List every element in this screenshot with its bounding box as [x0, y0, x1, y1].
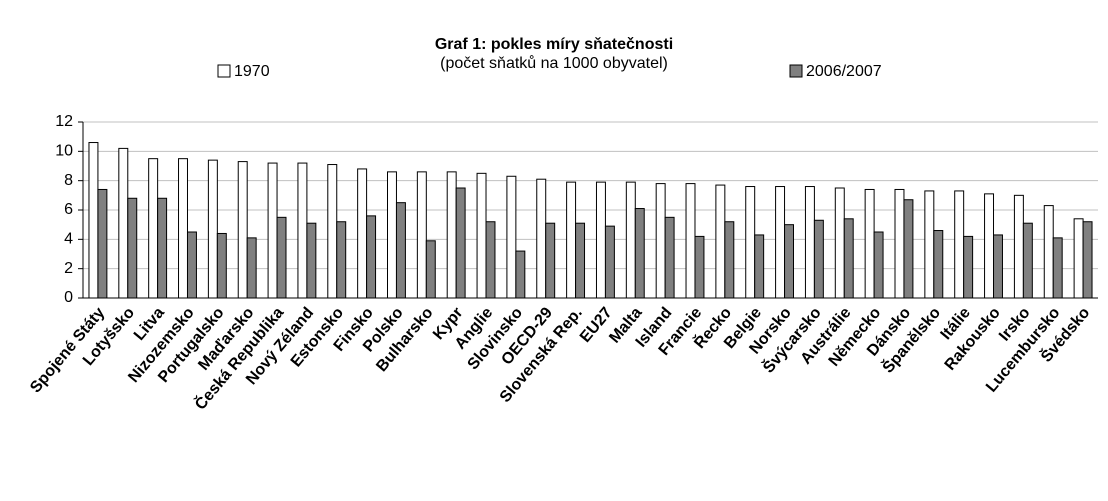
legend-label: 2006/2007 — [806, 63, 882, 80]
chart-subtitle: (počet sňatků na 1000 obyvatel) — [440, 54, 668, 72]
bar — [694, 235, 705, 299]
bar — [754, 234, 765, 299]
bar — [804, 186, 815, 299]
bar — [894, 188, 905, 299]
bar — [416, 171, 427, 299]
bar — [506, 175, 517, 299]
bar — [178, 158, 188, 299]
bar — [387, 171, 397, 299]
bar — [207, 159, 218, 299]
y-tick-label: 0 — [64, 289, 73, 306]
y-tick-label: 6 — [64, 201, 73, 218]
bar — [724, 221, 735, 299]
bar — [186, 231, 197, 299]
bar — [336, 221, 347, 299]
bar — [685, 183, 696, 299]
bar — [306, 222, 317, 299]
bar — [775, 186, 786, 299]
bar — [276, 216, 287, 299]
legend-label: 1970 — [234, 63, 270, 80]
bar — [834, 187, 845, 299]
bar — [118, 147, 129, 299]
bar — [267, 162, 278, 299]
bar — [88, 142, 99, 299]
bar — [984, 193, 995, 299]
bar — [933, 230, 944, 299]
bar — [1022, 222, 1033, 299]
bar — [148, 158, 159, 299]
y-tick-label: 10 — [55, 143, 73, 160]
chart-title: Graf 1: pokles míry sňatečnosti — [435, 36, 673, 53]
legend-swatch — [217, 64, 231, 78]
bar — [566, 181, 577, 299]
bar — [634, 208, 645, 299]
bar — [864, 188, 875, 299]
y-tick-label: 8 — [64, 172, 73, 189]
bar — [655, 183, 666, 299]
bar — [1043, 205, 1054, 299]
bar — [485, 221, 496, 299]
bar — [873, 231, 884, 299]
bar — [446, 171, 457, 299]
bar — [97, 188, 108, 299]
bar — [784, 224, 795, 299]
bar — [366, 215, 377, 299]
bar — [545, 222, 556, 299]
bar — [595, 181, 606, 299]
bar — [476, 172, 487, 299]
bar — [1073, 218, 1084, 299]
bar — [843, 218, 854, 299]
bar — [963, 235, 974, 299]
bar — [425, 240, 436, 299]
bar — [327, 164, 338, 299]
bar — [216, 232, 227, 299]
y-tick-label: 2 — [64, 260, 73, 277]
y-tick-label: 12 — [55, 113, 73, 130]
legend-swatch — [789, 64, 803, 78]
bar — [813, 219, 824, 299]
bar — [297, 162, 308, 299]
bar — [515, 250, 526, 299]
bar — [237, 161, 248, 299]
bar — [1013, 194, 1024, 299]
bar — [664, 216, 675, 299]
bar — [1082, 221, 1093, 299]
bar — [157, 197, 168, 299]
bar — [993, 234, 1003, 299]
bar — [625, 181, 636, 299]
bar — [357, 168, 368, 299]
y-tick-label: 4 — [64, 231, 73, 248]
bar — [745, 186, 756, 299]
bar — [536, 178, 547, 299]
bar — [903, 199, 914, 299]
bar — [1052, 237, 1063, 299]
bar — [604, 225, 615, 299]
bar — [246, 237, 257, 299]
bar — [924, 190, 935, 299]
bar — [395, 202, 406, 299]
bar — [575, 222, 586, 299]
bar — [455, 187, 466, 299]
bar — [954, 190, 965, 299]
bar — [127, 197, 138, 299]
bar — [715, 184, 726, 299]
